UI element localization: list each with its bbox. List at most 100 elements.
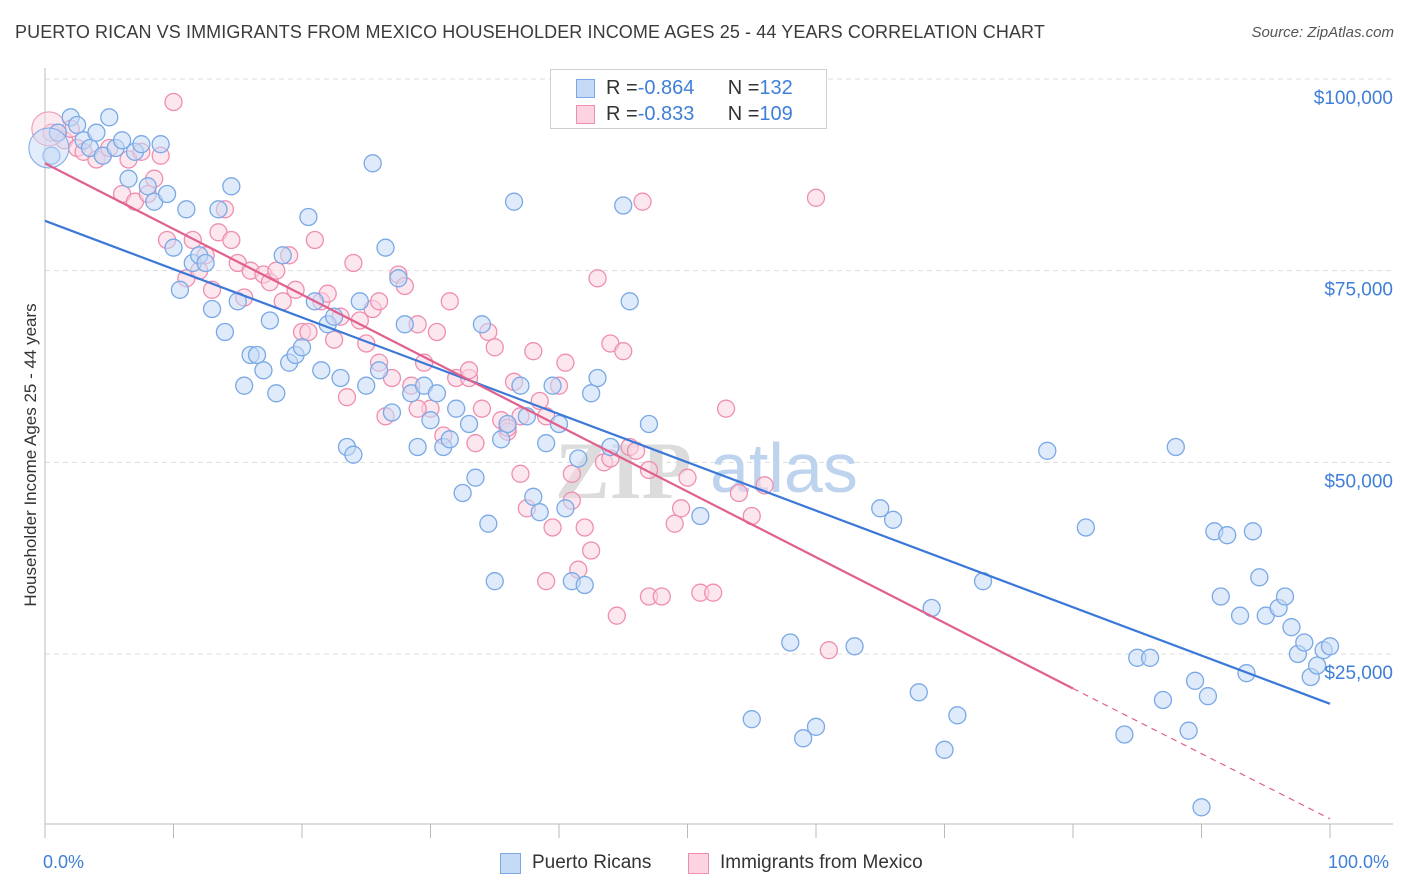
point-puerto-rican <box>260 311 280 330</box>
point-puerto-rican <box>909 683 928 702</box>
point-puerto-rican <box>1243 522 1263 541</box>
point-mexico <box>607 606 626 625</box>
point-puerto-rican <box>466 468 485 487</box>
bottom-legend-puerto-rican: Puerto Ricans <box>500 852 651 874</box>
point-puerto-rican <box>235 376 254 395</box>
point-puerto-rican <box>170 280 190 299</box>
point-puerto-rican <box>1115 725 1134 744</box>
point-puerto-rican <box>948 706 967 725</box>
point-puerto-rican <box>1320 637 1340 656</box>
point-puerto-rican <box>254 361 273 380</box>
point-puerto-rican <box>472 315 492 334</box>
point-puerto-rican <box>350 292 369 311</box>
point-puerto-rican <box>1076 518 1095 537</box>
trend-line-mexico <box>44 162 1074 690</box>
point-puerto-rican <box>440 430 459 449</box>
point-puerto-rican <box>543 376 562 395</box>
point-puerto-rican <box>1153 690 1173 710</box>
point-puerto-rican <box>691 506 710 526</box>
point-puerto-rican <box>1218 526 1237 545</box>
point-puerto-rican <box>292 338 312 357</box>
point-puerto-rican <box>883 510 903 529</box>
point-puerto-rican <box>504 192 524 211</box>
point-mexico <box>466 434 485 453</box>
point-puerto-rican <box>357 376 376 395</box>
point-puerto-rican <box>447 399 466 418</box>
point-puerto-rican <box>267 384 286 403</box>
point-puerto-rican <box>871 499 890 518</box>
point-puerto-rican <box>1140 648 1160 667</box>
point-puerto-rican <box>479 514 498 533</box>
point-mexico <box>806 188 826 207</box>
point-puerto-rican <box>119 169 138 188</box>
point-puerto-rican <box>1185 671 1205 690</box>
legend-swatch-puerto-rican <box>576 78 595 98</box>
point-puerto-rican <box>389 269 408 288</box>
point-puerto-rican <box>100 108 119 127</box>
legend-r-value: -0.864 <box>637 76 695 99</box>
point-puerto-rican <box>209 200 228 219</box>
point-puerto-rican <box>132 135 151 154</box>
point-puerto-rican <box>222 177 241 196</box>
point-mexico <box>472 399 492 418</box>
point-puerto-rican <box>299 207 318 227</box>
point-puerto-rican <box>575 575 594 595</box>
point-puerto-rican <box>164 238 183 257</box>
legend-swatch-mexico <box>576 104 595 124</box>
point-puerto-rican <box>1282 618 1301 637</box>
point-puerto-rican <box>781 633 800 652</box>
point-puerto-rican <box>742 710 761 729</box>
point-puerto-rican <box>151 135 170 154</box>
points-mexico <box>31 92 838 660</box>
point-puerto-rican <box>1179 721 1198 740</box>
point-mexico <box>427 322 447 342</box>
trend-line-puerto-rican <box>44 219 1331 705</box>
point-mexico <box>440 292 459 311</box>
legend-n-label: N = <box>727 76 760 99</box>
point-puerto-rican <box>369 361 389 380</box>
bottom-legend-swatch-puerto-rican <box>500 852 521 874</box>
point-mexico <box>819 641 838 660</box>
point-mexico <box>575 518 594 537</box>
point-puerto-rican <box>177 200 196 219</box>
point-mexico <box>408 399 427 418</box>
point-puerto-rican <box>382 403 402 422</box>
point-mexico <box>344 253 363 273</box>
point-puerto-rican <box>421 411 440 430</box>
chart-source: Source: ZipAtlas.com <box>1251 24 1394 41</box>
point-mexico <box>633 192 652 211</box>
point-mexico <box>337 388 357 407</box>
point-puerto-rican <box>1038 441 1057 460</box>
point-mexico <box>562 464 581 483</box>
point-puerto-rican <box>1166 437 1185 457</box>
y-axis-label: Householder Income Ages 25 - 44 years <box>21 303 40 607</box>
y-tick-label: $75,000 <box>1324 280 1393 301</box>
point-puerto-rican <box>67 115 87 135</box>
chart-title: PUERTO RICAN VS IMMIGRANTS FROM MEXICO H… <box>15 22 1045 42</box>
point-puerto-rican <box>524 487 543 506</box>
x-min-label: 0.0% <box>43 852 85 872</box>
y-tick-label: $50,000 <box>1324 471 1393 492</box>
point-puerto-rican <box>537 434 556 453</box>
point-puerto-rican <box>935 740 954 759</box>
point-puerto-rican <box>427 384 447 403</box>
legend-r-value: -0.833 <box>637 102 695 125</box>
point-puerto-rican <box>196 253 215 273</box>
trend-lines <box>44 162 1331 820</box>
bottom-legend-label-puerto-rican: Puerto Ricans <box>532 852 652 873</box>
point-mexico <box>556 353 575 372</box>
point-puerto-rican <box>845 637 864 656</box>
points-puerto-rican <box>28 108 1340 817</box>
legend-n-label: N = <box>727 102 760 125</box>
point-puerto-rican <box>376 238 395 257</box>
point-puerto-rican <box>1198 687 1218 706</box>
point-mexico <box>267 261 286 280</box>
point-puerto-rican <box>138 177 157 196</box>
point-mexico <box>511 464 530 483</box>
point-puerto-rican <box>492 430 511 449</box>
point-puerto-rican <box>1250 568 1269 587</box>
point-puerto-rican <box>453 483 472 503</box>
point-puerto-rican <box>363 154 382 173</box>
point-mexico <box>164 92 183 112</box>
point-puerto-rican <box>620 292 639 311</box>
